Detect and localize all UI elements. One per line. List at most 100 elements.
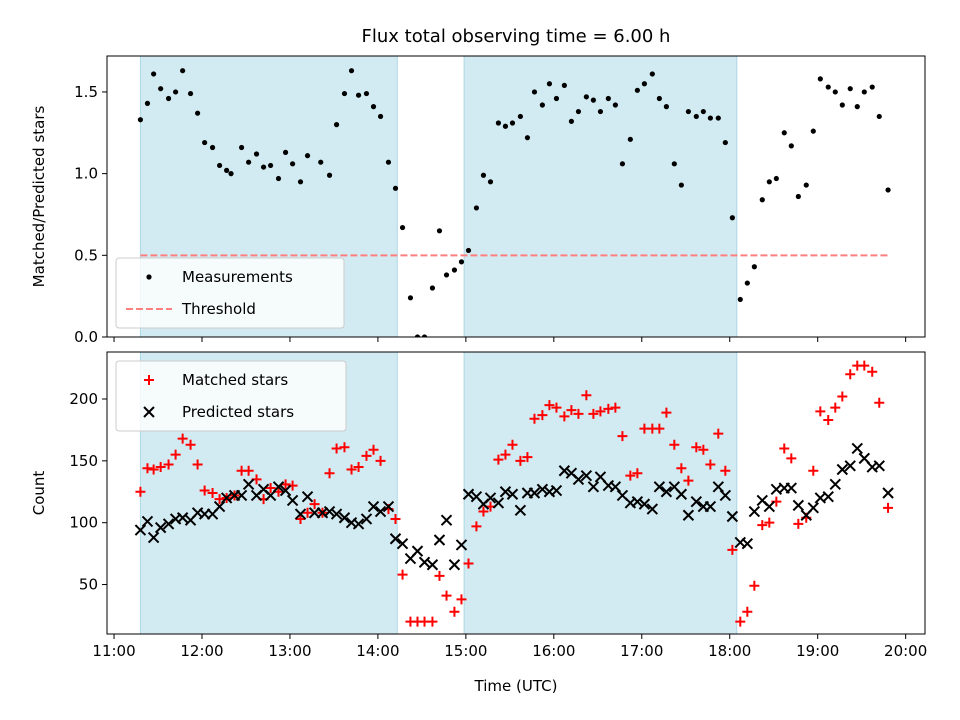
data-point — [641, 81, 648, 87]
y-axis-title: Matched/Predicted stars — [30, 106, 48, 288]
data-point — [487, 179, 494, 185]
data-point — [484, 492, 497, 504]
data-point — [654, 423, 665, 434]
data-point — [295, 513, 306, 524]
data-point — [764, 517, 775, 528]
data-point — [883, 502, 894, 513]
data-point — [847, 86, 853, 92]
data-point — [361, 450, 372, 461]
data-point — [142, 463, 153, 474]
data-point — [712, 481, 725, 493]
data-point — [433, 534, 446, 546]
data-point — [713, 428, 724, 439]
data-point — [352, 518, 365, 530]
data-point — [346, 464, 357, 475]
data-point — [456, 594, 467, 605]
x-tick-label: 12:00 — [180, 642, 223, 660]
data-point — [844, 460, 856, 472]
data-point — [832, 89, 838, 95]
data-point — [808, 465, 819, 476]
legend-label: Matched stars — [182, 371, 288, 389]
data-point — [676, 463, 687, 474]
data-point — [793, 518, 804, 529]
data-point — [845, 369, 856, 380]
data-point — [324, 468, 335, 479]
data-point — [807, 502, 820, 514]
data-point — [678, 182, 684, 188]
data-point — [646, 503, 659, 515]
y-tick-label: 200 — [69, 390, 98, 408]
data-point — [441, 590, 452, 601]
data-point — [698, 444, 709, 455]
data-point — [289, 161, 296, 167]
data-point — [851, 442, 863, 455]
y-tick-label: 100 — [69, 514, 98, 532]
data-point — [331, 443, 342, 454]
data-point — [436, 228, 443, 234]
data-point — [216, 162, 223, 169]
data-point — [539, 102, 545, 108]
data-point — [612, 102, 618, 108]
data-point — [638, 498, 651, 510]
legend-label: Threshold — [181, 300, 256, 318]
legend-label: Predicted stars — [182, 403, 294, 421]
data-point — [749, 580, 760, 591]
y-tick-label: 0.5 — [74, 246, 98, 264]
data-point — [304, 153, 311, 159]
data-point — [224, 167, 230, 173]
data-point — [294, 508, 307, 520]
data-point — [427, 616, 438, 627]
data-point — [155, 462, 166, 473]
y-tick-label: 150 — [69, 452, 98, 470]
data-point — [587, 481, 600, 493]
data-point — [377, 113, 384, 120]
data-point — [492, 497, 505, 509]
data-point — [339, 442, 350, 453]
legend-label: Measurements — [182, 268, 293, 286]
data-point — [411, 545, 424, 557]
data-point — [663, 104, 670, 110]
data-point — [246, 159, 252, 165]
data-point — [836, 463, 849, 476]
data-point — [243, 465, 254, 476]
data-point — [421, 334, 428, 337]
data-point — [727, 544, 738, 555]
data-point — [876, 113, 882, 120]
legend-box — [115, 257, 345, 329]
data-point — [286, 494, 299, 507]
legend-marker — [146, 274, 152, 280]
x-tick-label: 20:00 — [884, 642, 927, 660]
data-point — [788, 143, 794, 149]
data-point — [590, 97, 597, 103]
data-point — [134, 524, 147, 536]
x-tick-label: 18:00 — [708, 642, 751, 660]
data-point — [854, 104, 860, 110]
data-point — [649, 71, 655, 77]
data-point — [704, 500, 717, 513]
data-point — [473, 205, 480, 211]
data-point — [515, 455, 526, 466]
data-point — [465, 247, 472, 254]
data-point — [882, 487, 894, 499]
data-point — [279, 484, 292, 497]
axes-frame — [106, 55, 926, 338]
data-point — [275, 175, 282, 182]
data-point — [185, 439, 196, 450]
data-point — [370, 104, 377, 110]
data-point — [671, 161, 677, 167]
data-point — [683, 475, 694, 486]
data-point — [265, 483, 276, 494]
data-point — [829, 478, 841, 491]
y-axis-title: Count — [30, 471, 48, 516]
data-point — [580, 469, 593, 482]
observing-window-shade — [463, 55, 738, 338]
data-point — [199, 485, 210, 496]
data-point — [397, 569, 408, 580]
data-point — [463, 558, 474, 569]
data-point — [389, 533, 402, 545]
data-point — [544, 400, 555, 411]
x-tick-label: 15:00 — [444, 642, 487, 660]
axes-frame — [106, 351, 926, 635]
data-point — [531, 89, 538, 95]
